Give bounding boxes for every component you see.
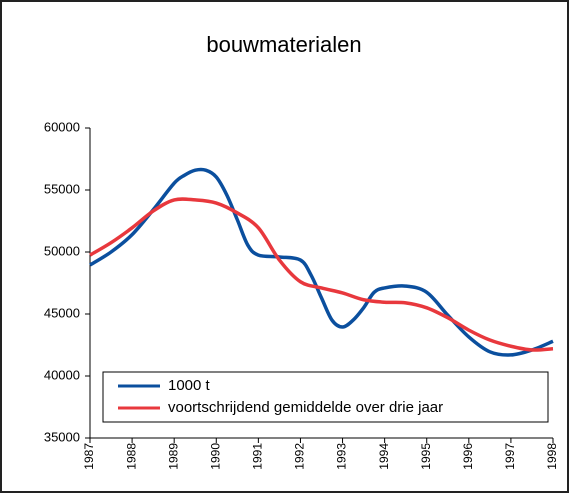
y-tick-label: 60000 <box>44 119 80 134</box>
y-tick-label: 50000 <box>44 243 80 258</box>
series-line <box>89 167 554 357</box>
x-tick-label: 1994 <box>377 443 391 470</box>
x-tick-label: 1993 <box>335 443 349 470</box>
series-line <box>89 197 554 352</box>
y-tick-label: 45000 <box>44 305 80 320</box>
y-tick-label: 35000 <box>44 429 80 444</box>
legend-box <box>102 371 549 423</box>
x-tick-label: 1997 <box>503 443 517 470</box>
x-tick-label: 1989 <box>166 443 180 470</box>
x-tick-label: 1998 <box>545 443 559 470</box>
x-tick-label: 1990 <box>208 443 222 470</box>
x-tick-label: 1996 <box>461 443 475 470</box>
x-tick-label: 1987 <box>82 443 96 470</box>
x-tick-label: 1988 <box>124 443 138 470</box>
x-tick-label: 1992 <box>293 443 307 470</box>
legend-label: voortschrijdend gemiddelde over drie jaa… <box>168 399 443 416</box>
y-tick-label: 55000 <box>44 181 80 196</box>
y-tick-label: 40000 <box>44 367 80 382</box>
legend-label: 1000 t <box>168 377 211 394</box>
x-tick-label: 1991 <box>251 443 265 470</box>
chart-title: bouwmaterialen <box>206 32 361 57</box>
x-tick-label: 1995 <box>419 443 433 470</box>
